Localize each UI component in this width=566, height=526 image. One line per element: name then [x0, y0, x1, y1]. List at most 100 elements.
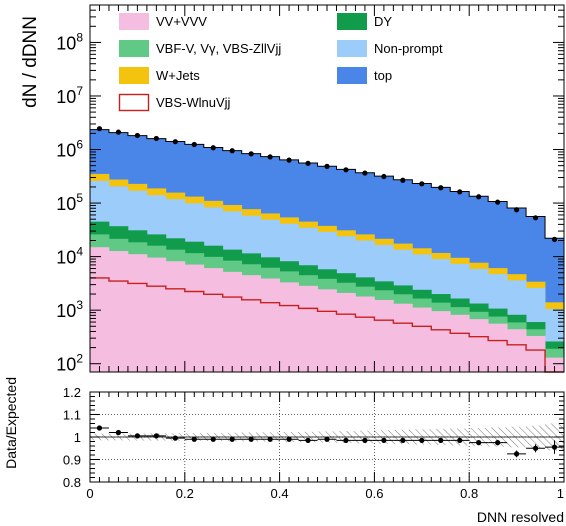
data-point-11	[305, 160, 311, 166]
signal-line	[90, 277, 564, 373]
data-point-10	[286, 157, 292, 163]
stack-bar-0-4	[165, 261, 186, 372]
data-point-12	[324, 163, 330, 169]
ratio-y-tick-label-3: 1.1	[63, 408, 81, 423]
data-point-1	[115, 129, 122, 135]
stack-bar-0-16	[393, 303, 413, 372]
ratio-point-1	[115, 429, 122, 436]
ratio-point-23	[532, 445, 539, 451]
stack-bar-0-1	[108, 251, 129, 372]
data-point-14	[362, 170, 368, 176]
stack-bar-0-7	[222, 271, 243, 372]
main-y-axis-label: dN / dDNN	[20, 16, 41, 108]
data-point-16	[400, 177, 406, 183]
legend-label-0: VV+VVV	[156, 14, 207, 29]
legend-label-4: W+Jets	[156, 68, 200, 83]
stack-bar-0-8	[241, 275, 262, 372]
data-point-0	[96, 126, 103, 132]
stack-bar-0-21	[488, 323, 508, 372]
stack-bar-0-2	[127, 254, 148, 372]
legend-swatch-0	[119, 13, 149, 30]
ratio-point-6	[210, 436, 216, 442]
data-point-24	[551, 236, 558, 242]
stack-bar-0-20	[469, 319, 489, 372]
stack-bar-0-11	[298, 285, 318, 372]
ratio-x-tick-label-4: 0.8	[460, 486, 478, 501]
stack-bar-0-6	[203, 268, 224, 372]
ratio-point-21	[495, 440, 501, 446]
signal-histogram	[90, 277, 564, 373]
x-axis-label: DNN resolved	[477, 509, 564, 525]
y-tick-base-0: 10	[56, 355, 76, 375]
y-tick-label-5: 107	[56, 84, 83, 107]
stack-bar-0-5	[184, 264, 205, 372]
data-point-4	[172, 139, 178, 145]
ratio-point-0	[96, 425, 103, 431]
y-tick-exp-3: 5	[76, 191, 83, 205]
data-point-23	[532, 215, 539, 221]
y-tick-exp-5: 7	[76, 84, 83, 98]
ratio-x-tick-label-5: 1	[557, 486, 564, 501]
ratio-y-tick-label-2: 1	[74, 430, 81, 445]
data-point-18	[438, 185, 444, 191]
legend-label-1: DY	[374, 14, 392, 29]
data-point-2	[134, 132, 140, 139]
ratio-point-24	[551, 444, 558, 450]
ratio-point-4	[172, 435, 178, 441]
data-point-5	[191, 141, 197, 148]
ratio-point-15	[381, 437, 387, 443]
y-tick-base-1: 10	[56, 301, 76, 321]
y-tick-label-4: 106	[56, 138, 83, 161]
y-tick-label-0: 102	[56, 352, 83, 375]
data-point-20	[476, 194, 482, 200]
ratio-point-5	[191, 436, 197, 442]
y-tick-exp-6: 8	[76, 30, 83, 44]
ratio-point-18	[438, 437, 444, 443]
stack-bar-0-24	[545, 357, 565, 372]
stack-bar-0-22	[507, 329, 527, 372]
stack-bar-0-23	[526, 335, 546, 372]
ratio-x-tick-label-3: 0.6	[365, 486, 383, 501]
stack-bar-0-10	[279, 282, 299, 372]
legend-label-5: top	[374, 68, 392, 83]
legend-swatch-2	[119, 40, 149, 57]
ratio-y-axis-label: Data/Expected	[3, 377, 19, 469]
ratio-point-20	[476, 440, 482, 446]
ratio-point-8	[248, 436, 254, 442]
data-point-3	[153, 135, 159, 142]
data-point-17	[419, 181, 425, 187]
y-tick-base-5: 10	[56, 87, 76, 107]
ratio-point-14	[362, 437, 368, 443]
stack-bar-0-14	[355, 296, 375, 372]
legend: VV+VVV DY VBF-V, Vγ, VBS-ZllVjj Non-prompt W…	[118, 13, 443, 112]
ratio-point-2	[134, 433, 140, 439]
stack-bar-0-9	[260, 278, 280, 372]
stack-bar-0-17	[412, 307, 432, 372]
y-tick-label-3: 105	[56, 191, 83, 214]
ratio-x-tick-label-1: 0.2	[176, 486, 194, 501]
legend-label-3: Non-prompt	[374, 41, 443, 56]
data-point-19	[457, 189, 463, 195]
data-point-13	[343, 167, 349, 173]
data-point-8	[248, 151, 254, 157]
ratio-y-tick-label-1: 0.9	[63, 453, 81, 468]
stack-bar-0-19	[450, 314, 470, 372]
ratio-point-10	[286, 436, 292, 442]
ratio-point-9	[267, 436, 273, 442]
ratio-point-19	[457, 437, 463, 443]
ratio-point-13	[343, 437, 349, 443]
ratio-axes: 0.8 0.9 1 1.1 1.2 0 0.2 0.4 0.6 0.8 1	[63, 385, 565, 501]
data-point-9	[267, 154, 273, 160]
stack-bar-0-13	[336, 292, 356, 372]
y-tick-label-6: 108	[56, 30, 83, 53]
legend-label-2: VBF-V, Vγ, VBS-ZllVjj	[156, 41, 281, 56]
y-tick-label-2: 104	[56, 245, 83, 268]
ratio-point-16	[400, 437, 406, 443]
stack-bar-0-3	[146, 257, 167, 372]
stack-bar-0-12	[317, 289, 337, 372]
stack-bar-0-18	[431, 311, 451, 372]
y-tick-exp-2: 4	[76, 245, 83, 259]
